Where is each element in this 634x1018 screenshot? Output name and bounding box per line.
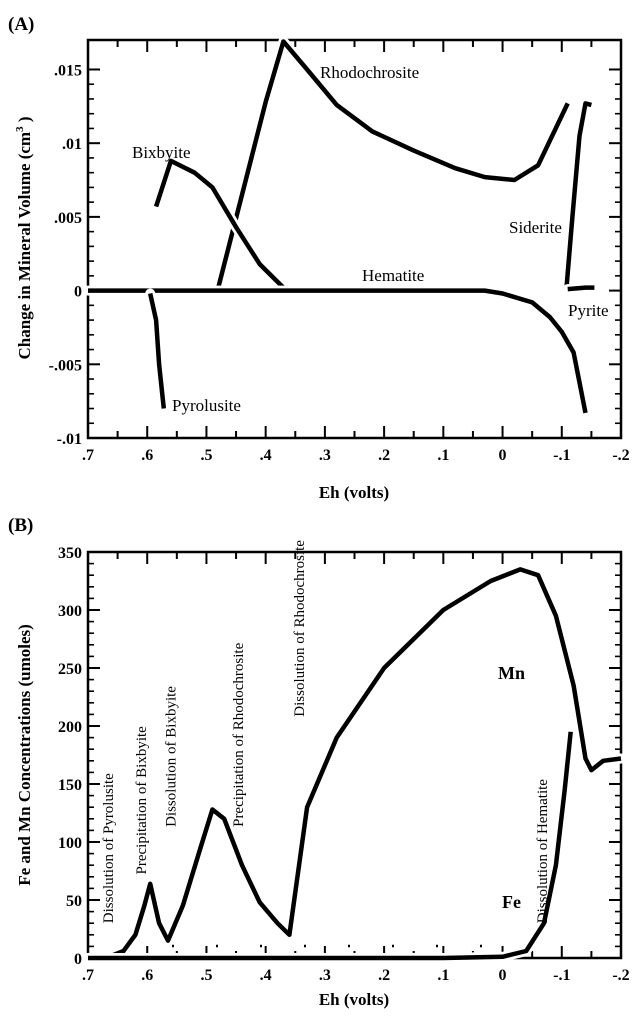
label-fe: Fe — [502, 892, 521, 912]
y-tick-label: 300 — [58, 603, 82, 620]
y-tick-label: 0 — [74, 951, 82, 968]
x-tick-label: .7 — [82, 967, 94, 984]
y-tick-label: .01 — [62, 136, 82, 153]
panel-a: (A) .7 .6 .5 .4 .3 .2 .1 0 -.1 -.2 .015 .01 .005 0 -.0… — [8, 14, 630, 502]
label-bixbyite: Bixbyite — [132, 143, 191, 162]
y-tick-label: 0 — [74, 284, 82, 301]
series-line-siderite — [564, 101, 592, 288]
x-tick-label: .4 — [260, 447, 272, 464]
label-rhodochrosite: Rhodochrosite — [320, 63, 419, 82]
y-tick-label: 100 — [58, 835, 82, 852]
y-tick-label: 50 — [66, 893, 82, 910]
x-tick-label: -.1 — [553, 967, 570, 984]
x-tick-label: .1 — [437, 967, 449, 984]
y-tick-label: 150 — [58, 777, 82, 794]
y-tick-label: 250 — [58, 661, 82, 678]
panel-a-curves — [83, 36, 600, 418]
label-pyrolusite: Pyrolusite — [172, 396, 241, 415]
panel-b-curves — [83, 564, 626, 963]
x-tick-label: .7 — [82, 447, 94, 464]
label-siderite: Siderite — [509, 218, 562, 237]
x-tick-label: .2 — [378, 967, 390, 984]
x-tick-label: .5 — [200, 447, 212, 464]
panel-a-y-axis-title-end: ) — [15, 116, 34, 126]
panel-a-ticks: .7 .6 .5 .4 .3 .2 .1 0 -.1 -.2 .015 .01 .005 0 -.005 -.… — [49, 40, 630, 464]
annotation-label: Dissolution of Bixbyite — [164, 686, 180, 827]
x-tick-label: .3 — [319, 967, 331, 984]
panel-b: (B) .7 .6 .5 .4 .3 .2 .1 0 -.1 -.2 0 50 100 150 200 250… — [8, 515, 630, 1009]
series-line-pyrite — [567, 285, 595, 292]
x-tick-label: .4 — [260, 967, 272, 984]
panel-a-frame — [86, 38, 623, 440]
annotation-label: Dissolution of Hematite — [535, 779, 551, 923]
y-tick-label: -.005 — [49, 357, 82, 374]
series-line-hematite — [88, 288, 588, 414]
x-tick-label: .6 — [141, 967, 153, 984]
x-tick-label: -.2 — [612, 967, 629, 984]
y-tick-label: -.01 — [57, 431, 82, 448]
annotation-label: Precipitation of Bixbyite — [134, 726, 150, 875]
panel-a-x-axis-title: Eh (volts) — [319, 483, 389, 502]
x-tick-label: .2 — [378, 447, 390, 464]
annotation-label: Dissolution of Pyrolusite — [101, 773, 117, 923]
panel-b-annotations: Dissolution of Pyrolusite Precipitation o… — [101, 540, 551, 924]
panel-a-y-axis-title-main: Change in Mineral Volume (cm — [15, 132, 34, 360]
series-line-pyrolusite — [148, 293, 167, 409]
label-mn: Mn — [498, 663, 525, 683]
x-tick-label: 0 — [499, 967, 507, 984]
y-tick-label: 200 — [58, 719, 82, 736]
x-tick-label: .1 — [437, 447, 449, 464]
series-line-bixbyite — [153, 158, 296, 293]
label-pyrite: Pyrite — [568, 301, 609, 320]
series-line-mn — [87, 567, 622, 961]
y-tick-label: .005 — [54, 210, 82, 227]
series-line-fe — [88, 731, 573, 961]
panel-a-y-axis-title-superscript: 3 — [14, 126, 26, 132]
label-hematite: Hematite — [362, 266, 424, 285]
y-tick-label: .015 — [54, 62, 82, 79]
x-tick-label: .5 — [200, 967, 212, 984]
x-tick-label: .3 — [319, 447, 331, 464]
x-tick-label: .6 — [141, 447, 153, 464]
x-tick-label: 0 — [499, 447, 507, 464]
panel-b-label: (B) — [8, 515, 33, 536]
series-line-rhodochrosite — [216, 39, 570, 289]
panel-b-y-axis-title: Fe and Mn Concentrations (umoles) — [15, 624, 34, 886]
x-tick-label: -.1 — [553, 447, 570, 464]
panel-b-x-axis-title: Eh (volts) — [319, 990, 389, 1009]
annotation-label: Precipitation of Rhodochrosite — [231, 642, 247, 826]
y-tick-label: 350 — [58, 545, 82, 562]
panel-a-label: (A) — [8, 14, 34, 35]
annotation-label: Dissolution of Rhodochrosite — [292, 540, 308, 717]
panel-a-y-axis-title: Change in Mineral Volume (cm3 ) — [14, 116, 34, 359]
x-tick-label: -.2 — [612, 447, 629, 464]
